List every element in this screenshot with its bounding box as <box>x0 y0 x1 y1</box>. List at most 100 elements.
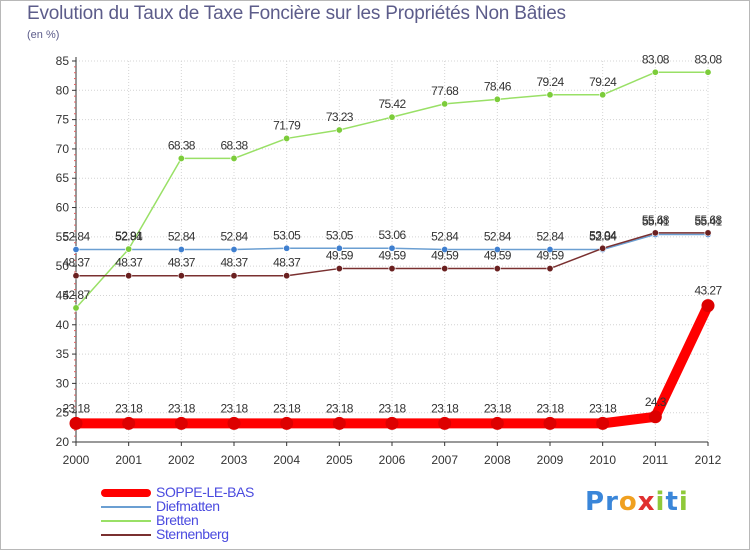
x-tick-label: 2006 <box>379 453 406 467</box>
legend-swatch <box>101 520 151 522</box>
data-point <box>652 69 658 75</box>
data-point <box>649 410 662 423</box>
data-label: 23.18 <box>168 401 196 415</box>
data-label: 71.79 <box>273 118 301 132</box>
data-label: 48.37 <box>168 256 196 270</box>
series-soppe-le-bas: 23.18 23.18 23.18 23.18 23.18 23.18 23.18 23.18… <box>62 284 722 430</box>
x-tick-label: 2003 <box>221 453 248 467</box>
legend-swatch <box>101 506 151 508</box>
data-label: 23.18 <box>378 401 406 415</box>
y-tick-label: 65 <box>56 171 70 185</box>
data-point <box>599 245 605 251</box>
legend-label: Sternenberg <box>156 526 229 542</box>
data-point <box>336 265 342 271</box>
data-label: 23.18 <box>589 401 617 415</box>
data-point <box>283 245 289 251</box>
data-point <box>547 265 553 271</box>
data-label: 49.59 <box>484 249 512 263</box>
data-point <box>73 273 79 279</box>
data-label: 75.42 <box>378 97 406 111</box>
y-ticks: 20 25 30 35 40 45 50 55 60 65 70 75 80 85 <box>56 54 76 449</box>
legend-swatch <box>101 489 151 497</box>
data-point <box>389 265 395 271</box>
data-label: 53.04 <box>589 228 617 242</box>
x-tick-label: 2000 <box>63 453 90 467</box>
logo-letter: t <box>665 487 678 517</box>
data-label: 55.68 <box>642 213 670 227</box>
legend-item: Sternenberg <box>101 528 321 542</box>
data-point <box>283 273 289 279</box>
data-label: 52.84 <box>431 230 459 244</box>
data-label: 79.24 <box>536 75 564 89</box>
data-label: 52.84 <box>536 230 564 244</box>
data-label: 52.84 <box>168 230 196 244</box>
data-point <box>705 230 711 236</box>
data-point <box>547 92 553 98</box>
data-label: 23.18 <box>431 401 459 415</box>
data-point <box>544 417 557 430</box>
logo-letter: o <box>619 487 638 517</box>
data-point <box>280 417 293 430</box>
data-label: 52.84 <box>220 230 248 244</box>
logo-letter: i <box>679 487 689 517</box>
data-point <box>494 265 500 271</box>
data-label: 49.59 <box>378 249 406 263</box>
x-ticks: 2000 2001 2002 2003 2004 2005 2006 2007 2008 2009… <box>63 442 722 467</box>
data-label: 48.37 <box>115 256 143 270</box>
data-point <box>231 155 237 161</box>
data-point <box>178 273 184 279</box>
y-tick-label: 75 <box>56 113 70 127</box>
y-tick-label: 85 <box>56 54 70 68</box>
data-point <box>438 417 451 430</box>
x-tick-label: 2011 <box>642 453 668 467</box>
data-point <box>73 246 79 252</box>
y-tick-label: 20 <box>56 435 70 449</box>
data-point <box>491 417 504 430</box>
y-tick-label: 35 <box>56 347 70 361</box>
data-label: 55.68 <box>694 213 722 227</box>
x-tick-label: 2001 <box>115 453 142 467</box>
data-point <box>652 230 658 236</box>
data-label: 48.37 <box>220 256 248 270</box>
x-tick-label: 2009 <box>537 453 564 467</box>
data-point <box>228 417 241 430</box>
data-point <box>705 69 711 75</box>
data-point <box>231 273 237 279</box>
data-label: 23.18 <box>115 401 143 415</box>
data-label: 77.68 <box>431 84 459 98</box>
y-tick-label: 60 <box>56 201 70 215</box>
data-label: 53.05 <box>326 228 354 242</box>
data-label: 52.91 <box>115 229 143 243</box>
data-point <box>441 265 447 271</box>
logo-letter: P <box>585 487 605 517</box>
data-point <box>175 417 188 430</box>
data-point <box>702 299 715 312</box>
data-label: 53.05 <box>273 228 301 242</box>
data-point <box>386 417 399 430</box>
data-label: 53.06 <box>378 228 406 242</box>
data-label: 23.18 <box>273 401 301 415</box>
data-label: 23.18 <box>326 401 354 415</box>
proxiti-logo: Proxiti <box>585 487 689 517</box>
data-label: 49.59 <box>431 249 459 263</box>
x-tick-label: 2005 <box>326 453 353 467</box>
data-point <box>178 246 184 252</box>
x-tick-label: 2004 <box>273 453 300 467</box>
data-label: 79.24 <box>589 75 617 89</box>
legend-swatch <box>101 534 151 536</box>
data-label: 23.18 <box>484 401 512 415</box>
data-point <box>231 246 237 252</box>
x-tick-label: 2002 <box>168 453 195 467</box>
data-point <box>125 246 131 252</box>
legend-item: Diefmatten <box>101 500 321 514</box>
data-label: 73.23 <box>326 110 354 124</box>
data-point <box>73 305 79 311</box>
data-point <box>333 417 346 430</box>
x-tick-label: 2012 <box>695 453 722 467</box>
data-point <box>494 96 500 102</box>
chart-legend: SOPPE-LE-BAS Diefmatten Bretten Sternenberg <box>101 486 321 542</box>
data-point <box>336 127 342 133</box>
data-label: 49.59 <box>326 249 354 263</box>
data-label: 23.18 <box>536 401 564 415</box>
logo-letter: i <box>656 487 666 517</box>
